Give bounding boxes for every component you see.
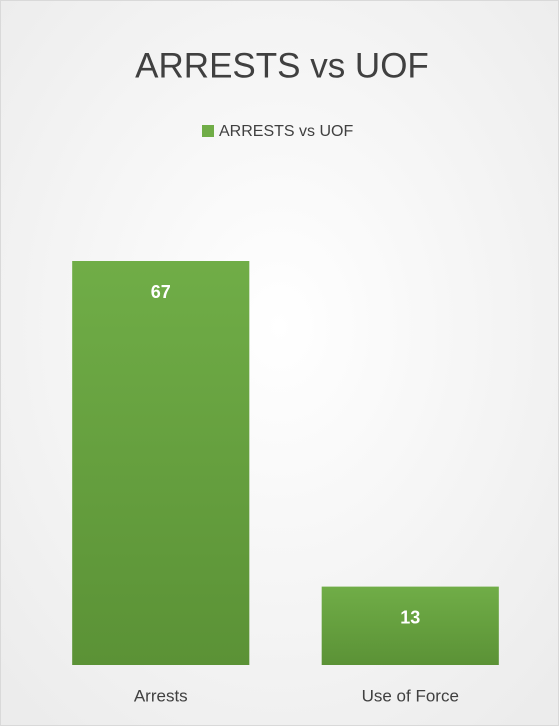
bar [72,261,250,665]
data-label: 67 [151,282,171,302]
legend-label: ARRESTS vs UOF [219,123,353,140]
x-tick-label: Arrests [134,686,188,705]
data-label: 13 [400,607,420,627]
chart-title: ARRESTS vs UOF [135,46,429,85]
bar [321,586,499,665]
x-tick-label: Use of Force [362,686,459,705]
legend-swatch [202,125,214,137]
